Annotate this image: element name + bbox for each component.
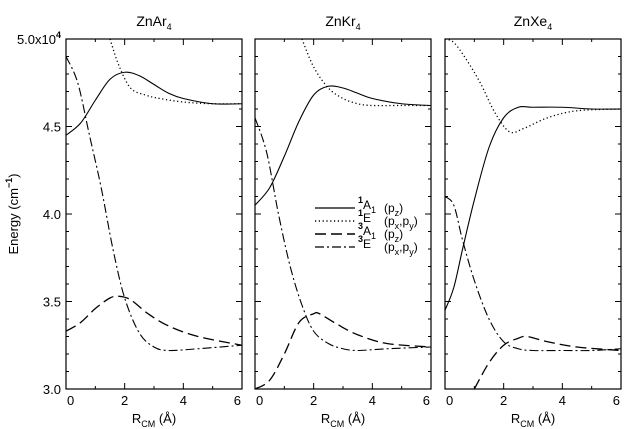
x-tick-label: 6 — [423, 393, 430, 408]
y-tick-label: 4.0 — [43, 207, 61, 222]
legend: 1​A1​ (pz​) 1​E (px​,py​) 3​A1​ (pz​) 3​E (px​,… — [315, 195, 418, 257]
x-tick-label: 0 — [256, 393, 263, 408]
x-tick-label: 2 — [121, 393, 128, 408]
legend-state: 1​A1​ — [358, 195, 376, 215]
series-line-dashdot — [445, 196, 621, 352]
x-tick-label: 6 — [234, 393, 241, 408]
series-line-dashed — [66, 295, 242, 346]
x-tick-label: 0 — [67, 393, 74, 408]
x-tick-label: 0 — [446, 393, 453, 408]
y-tick-label: 4.5 — [43, 120, 61, 135]
series-line-dotted — [109, 39, 242, 105]
x-tick-label: 4 — [180, 393, 187, 408]
legend-orbital: (px​,py​) — [384, 240, 418, 257]
x-tick-label: 4 — [559, 393, 566, 408]
series-line-solid — [445, 105, 621, 311]
x-axis-title: RCM​ (Å) — [511, 411, 555, 429]
legend-orbital: (px​,py​) — [384, 214, 418, 231]
legend-state: 3​A1​ — [358, 221, 376, 241]
series-line-solid — [66, 71, 242, 136]
series-line-dashed — [473, 335, 621, 389]
legend-orbital: (pz​) — [384, 201, 403, 218]
panel-1: ZnKr4​ 0 2 4 6 RCM​ (Å) — [254, 13, 432, 429]
series-line-dotted — [445, 39, 621, 134]
series-line-dashed — [255, 311, 431, 389]
x-tick-label: 4 — [369, 393, 376, 408]
series-line-solid — [255, 85, 431, 206]
series-line-dashdot — [255, 117, 431, 352]
panel-0: ZnAr4​ 0 2 4 6 RCM​ (Å) — [65, 13, 243, 429]
legend-state: 3​E — [358, 234, 371, 251]
plot-frame — [65, 38, 243, 390]
y-tick-label: 3.0 — [43, 382, 61, 397]
x-tick-label: 2 — [500, 393, 507, 408]
series-line-dashdot — [66, 56, 242, 352]
y-axis-title: Energy (cm−1​) — [4, 173, 21, 254]
panel-title: ZnAr4​ — [136, 13, 171, 32]
series-line-dotted — [301, 39, 431, 107]
x-tick-label: 6 — [613, 393, 620, 408]
x-axis-title: RCM​ (Å) — [321, 411, 365, 429]
legend-orbital: (pz​) — [384, 227, 403, 244]
y-tick-label: 5.0x104​ — [17, 30, 61, 47]
panel-title: ZnKr4​ — [325, 13, 360, 32]
panel-2: ZnXe4​ 0 2 4 6 RCM​ (Å) — [444, 13, 622, 429]
y-tick-label: 3.5 — [43, 295, 61, 310]
x-axis-title: RCM​ (Å) — [132, 411, 176, 429]
x-tick-label: 2 — [310, 393, 317, 408]
legend-state: 1​E — [358, 208, 371, 225]
panel-title: ZnXe4​ — [514, 13, 552, 32]
